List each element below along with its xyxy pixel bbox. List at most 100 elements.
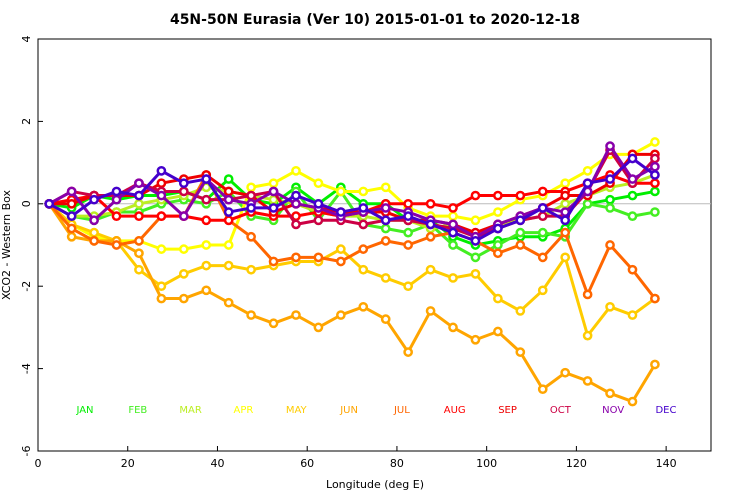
data-point: [403, 227, 413, 238]
legend-label: DEC: [655, 405, 676, 416]
data-point: [89, 194, 99, 205]
legend-label: MAY: [286, 405, 308, 416]
legend-label: JUL: [393, 405, 410, 416]
data-point: [201, 240, 212, 250]
series-line: [48, 144, 656, 239]
data-point: [380, 182, 391, 193]
data-point: [156, 211, 167, 222]
legend: JAN FEB MAR APR MAY JUN JUL AUG SEP OCT NOV DEC: [75, 405, 676, 416]
data-point: [448, 273, 458, 283]
data-point: [650, 293, 660, 304]
data-point: [313, 322, 324, 333]
data-point: [358, 203, 369, 213]
y-tick-label: -4: [20, 363, 33, 374]
data-point: [627, 153, 638, 164]
data-point: [537, 285, 548, 296]
data-point: [268, 178, 279, 189]
data-point: [268, 203, 279, 213]
data-point: [134, 198, 144, 209]
data-point: [201, 260, 212, 271]
legend-label: OCT: [550, 405, 572, 416]
series-line: [48, 173, 657, 300]
data-point: [291, 165, 301, 176]
data-point: [156, 165, 167, 176]
data-point: [291, 252, 301, 263]
y-axis: -6 -4 -2 0 2 4: [20, 36, 43, 456]
data-point: [403, 347, 413, 357]
data-point: [358, 264, 369, 275]
data-point: [560, 227, 571, 238]
data-point: [223, 207, 234, 217]
data-point: [582, 178, 593, 189]
data-point: [380, 215, 391, 226]
data-point: [246, 182, 256, 193]
data-point: [223, 260, 234, 271]
x-axis: 0 20 40 60 80 100 120 140: [35, 446, 677, 470]
data-point: [582, 330, 593, 341]
series-layer: [44, 137, 660, 407]
data-point: [358, 301, 369, 312]
data-point: [111, 194, 122, 205]
legend-label: APR: [234, 405, 254, 416]
data-point: [493, 190, 503, 201]
data-point: [156, 281, 167, 292]
data-point: [156, 190, 167, 201]
data-point: [582, 376, 593, 386]
data-point: [650, 178, 660, 189]
data-point: [470, 215, 481, 226]
y-tick-label: 2: [20, 118, 33, 125]
data-point: [560, 215, 571, 226]
data-point: [66, 223, 77, 234]
data-point: [223, 215, 234, 226]
data-point: [223, 194, 234, 205]
data-point: [605, 203, 615, 213]
legend-label: JAN: [75, 405, 93, 416]
data-point: [627, 264, 638, 275]
data-point: [336, 186, 346, 197]
data-point: [650, 170, 660, 180]
x-tick-label: 80: [390, 457, 404, 470]
data-point: [627, 396, 638, 407]
data-point: [246, 310, 256, 320]
data-point: [470, 236, 481, 246]
data-point: [650, 207, 660, 217]
x-tick-label: 20: [121, 457, 135, 470]
data-point: [650, 359, 660, 370]
data-point: [448, 227, 458, 238]
data-point: [470, 334, 481, 345]
data-point: [134, 190, 144, 201]
x-tick-label: 0: [35, 457, 42, 470]
data-point: [66, 231, 77, 242]
data-point: [358, 186, 369, 197]
chart-title: 45N-50N Eurasia (Ver 10) 2015-01-01 to 2…: [170, 12, 580, 28]
data-point: [66, 186, 77, 197]
data-point: [537, 252, 548, 263]
data-point: [650, 186, 660, 197]
data-point: [515, 306, 526, 316]
data-point: [291, 310, 301, 320]
data-point: [156, 244, 167, 254]
data-point: [201, 174, 212, 184]
x-tick-label: 60: [300, 457, 314, 470]
data-point: [178, 186, 189, 197]
x-tick-label: 100: [476, 457, 497, 470]
data-point: [627, 174, 638, 184]
data-point: [134, 211, 144, 222]
data-point: [448, 219, 458, 230]
data-point: [537, 186, 548, 197]
data-point: [537, 203, 548, 213]
data-point: [493, 207, 503, 217]
data-point: [582, 289, 593, 300]
data-point: [425, 306, 436, 316]
data-point: [313, 215, 324, 226]
y-tick-label: -2: [20, 281, 33, 292]
data-point: [66, 211, 77, 222]
data-point: [134, 178, 144, 189]
data-point: [605, 174, 615, 184]
legend-label: AUG: [444, 405, 466, 416]
data-point: [201, 285, 212, 296]
data-point: [403, 240, 413, 250]
x-tick-label: 140: [656, 457, 677, 470]
data-point: [336, 207, 346, 217]
